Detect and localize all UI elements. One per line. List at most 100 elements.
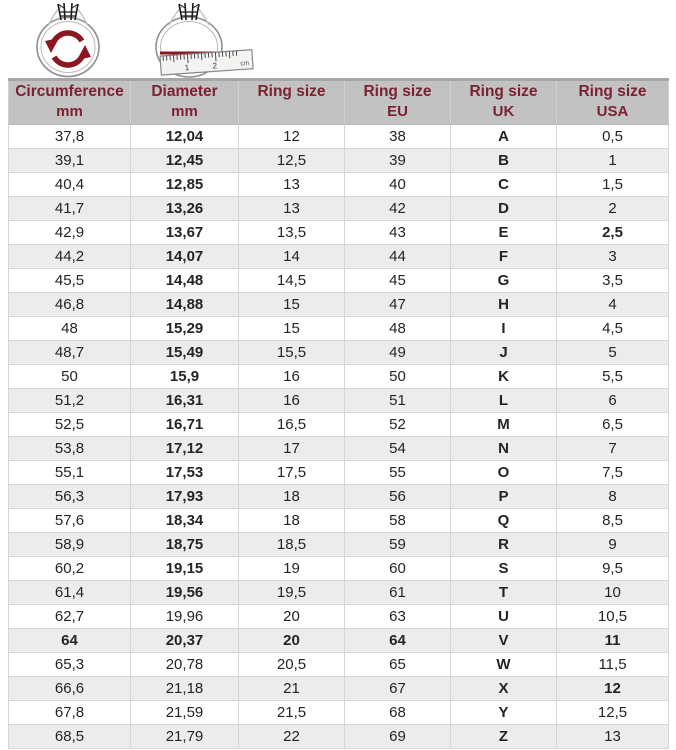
table-row: 39,1 12,45 12,5 39 B 1 bbox=[8, 148, 669, 173]
cell-circumference-mm: 52,5 bbox=[8, 412, 131, 437]
cell-ring-size-uk: Y bbox=[450, 700, 557, 725]
cell-ring-size: 21,5 bbox=[238, 700, 345, 725]
cell-ring-size-usa: 8 bbox=[556, 484, 669, 509]
table-row: 48 15,29 15 48 I 4,5 bbox=[8, 316, 669, 341]
rotate-arrows-icon bbox=[45, 30, 91, 68]
cell-ring-size-eu: 43 bbox=[344, 220, 451, 245]
cell-diameter-mm: 15,49 bbox=[130, 340, 239, 365]
cell-ring-size-uk: F bbox=[450, 244, 557, 269]
cell-ring-size: 15,5 bbox=[238, 340, 345, 365]
cell-diameter-mm: 12,85 bbox=[130, 172, 239, 197]
cell-diameter-mm: 18,34 bbox=[130, 508, 239, 533]
cell-ring-size: 12 bbox=[238, 124, 345, 149]
prong-setting-icon bbox=[178, 2, 200, 21]
cell-ring-size-usa: 9,5 bbox=[556, 556, 669, 581]
cell-circumference-mm: 50 bbox=[8, 364, 131, 389]
cell-ring-size: 21 bbox=[238, 676, 345, 701]
cell-circumference-mm: 48,7 bbox=[8, 340, 131, 365]
cell-ring-size-uk: T bbox=[450, 580, 557, 605]
cell-ring-size-eu: 58 bbox=[344, 508, 451, 533]
table-row: 66,6 21,18 21 67 X 12 bbox=[8, 676, 669, 701]
cell-ring-size-eu: 68 bbox=[344, 700, 451, 725]
column-header-diameter-mm: Diameter mm bbox=[130, 78, 239, 125]
cell-ring-size-eu: 42 bbox=[344, 196, 451, 221]
table-row: 51,2 16,31 16 51 L 6 bbox=[8, 388, 669, 413]
cell-ring-size-uk: H bbox=[450, 292, 557, 317]
cell-diameter-mm: 19,15 bbox=[130, 556, 239, 581]
table-row: 58,9 18,75 18,5 59 R 9 bbox=[8, 532, 669, 557]
cell-circumference-mm: 41,7 bbox=[8, 196, 131, 221]
cell-ring-size-usa: 11 bbox=[556, 628, 669, 653]
cell-ring-size-eu: 45 bbox=[344, 268, 451, 293]
cell-diameter-mm: 14,07 bbox=[130, 244, 239, 269]
cell-ring-size: 18,5 bbox=[238, 532, 345, 557]
table-row: 62,7 19,96 20 63 U 10,5 bbox=[8, 604, 669, 629]
cell-diameter-mm: 14,88 bbox=[130, 292, 239, 317]
column-header-ring-size: Ring size bbox=[238, 78, 345, 125]
cell-circumference-mm: 48 bbox=[8, 316, 131, 341]
ring-diameter-illustration: 1 2 cm bbox=[155, 2, 254, 78]
ring-size-conversion-table: Circumference mm Diameter mm Ring size Ring s… bbox=[8, 78, 669, 749]
cell-ring-size-usa: 12,5 bbox=[556, 700, 669, 725]
cell-ring-size-uk: M bbox=[450, 412, 557, 437]
cell-ring-size-eu: 49 bbox=[344, 340, 451, 365]
cell-circumference-mm: 68,5 bbox=[8, 724, 131, 749]
table-row: 68,5 21,79 22 69 Z 13 bbox=[8, 724, 669, 749]
cell-ring-size-usa: 7 bbox=[556, 436, 669, 461]
cell-ring-size-eu: 55 bbox=[344, 460, 451, 485]
cell-circumference-mm: 53,8 bbox=[8, 436, 131, 461]
cell-circumference-mm: 66,6 bbox=[8, 676, 131, 701]
cell-ring-size-uk: U bbox=[450, 604, 557, 629]
cell-ring-size-usa: 7,5 bbox=[556, 460, 669, 485]
cell-ring-size-usa: 5,5 bbox=[556, 364, 669, 389]
cell-ring-size-usa: 1 bbox=[556, 148, 669, 173]
ruler-icon: 1 2 cm bbox=[159, 49, 254, 76]
cell-circumference-mm: 61,4 bbox=[8, 580, 131, 605]
cell-ring-size: 19 bbox=[238, 556, 345, 581]
ruler-unit-label: cm bbox=[240, 60, 249, 68]
table-row: 46,8 14,88 15 47 H 4 bbox=[8, 292, 669, 317]
cell-diameter-mm: 17,12 bbox=[130, 436, 239, 461]
table-row: 44,2 14,07 14 44 F 3 bbox=[8, 244, 669, 269]
cell-diameter-mm: 15,29 bbox=[130, 316, 239, 341]
cell-ring-size-usa: 0,5 bbox=[556, 124, 669, 149]
cell-diameter-mm: 17,93 bbox=[130, 484, 239, 509]
cell-ring-size-eu: 59 bbox=[344, 532, 451, 557]
cell-ring-size-usa: 13 bbox=[556, 724, 669, 749]
cell-ring-size-usa: 3 bbox=[556, 244, 669, 269]
cell-ring-size-eu: 38 bbox=[344, 124, 451, 149]
ruler-mark-2: 2 bbox=[212, 61, 218, 70]
cell-ring-size-uk: S bbox=[450, 556, 557, 581]
ring-band-sketch bbox=[36, 5, 100, 78]
cell-circumference-mm: 62,7 bbox=[8, 604, 131, 629]
table-row: 61,4 19,56 19,5 61 T 10 bbox=[8, 580, 669, 605]
cell-ring-size: 22 bbox=[238, 724, 345, 749]
cell-circumference-mm: 40,4 bbox=[8, 172, 131, 197]
cell-diameter-mm: 18,75 bbox=[130, 532, 239, 557]
cell-ring-size-uk: D bbox=[450, 196, 557, 221]
table-row: 40,4 12,85 13 40 C 1,5 bbox=[8, 172, 669, 197]
cell-circumference-mm: 44,2 bbox=[8, 244, 131, 269]
cell-ring-size-eu: 65 bbox=[344, 652, 451, 677]
column-header-ring-size-usa: Ring size USA bbox=[556, 78, 669, 125]
cell-ring-size: 17 bbox=[238, 436, 345, 461]
cell-ring-size: 13 bbox=[238, 196, 345, 221]
cell-ring-size: 20,5 bbox=[238, 652, 345, 677]
cell-ring-size-usa: 3,5 bbox=[556, 268, 669, 293]
table-row: 48,7 15,49 15,5 49 J 5 bbox=[8, 340, 669, 365]
cell-ring-size-usa: 11,5 bbox=[556, 652, 669, 677]
cell-ring-size-uk: R bbox=[450, 532, 557, 557]
cell-ring-size-uk: B bbox=[450, 148, 557, 173]
cell-ring-size-eu: 67 bbox=[344, 676, 451, 701]
ruler-mark-1: 1 bbox=[184, 63, 190, 72]
cell-ring-size-usa: 10 bbox=[556, 580, 669, 605]
cell-ring-size-usa: 10,5 bbox=[556, 604, 669, 629]
cell-circumference-mm: 56,3 bbox=[8, 484, 131, 509]
cell-ring-size: 15 bbox=[238, 316, 345, 341]
cell-diameter-mm: 20,78 bbox=[130, 652, 239, 677]
cell-ring-size-usa: 1,5 bbox=[556, 172, 669, 197]
cell-diameter-mm: 13,26 bbox=[130, 196, 239, 221]
cell-ring-size: 12,5 bbox=[238, 148, 345, 173]
cell-ring-size: 14 bbox=[238, 244, 345, 269]
cell-ring-size: 16 bbox=[238, 364, 345, 389]
